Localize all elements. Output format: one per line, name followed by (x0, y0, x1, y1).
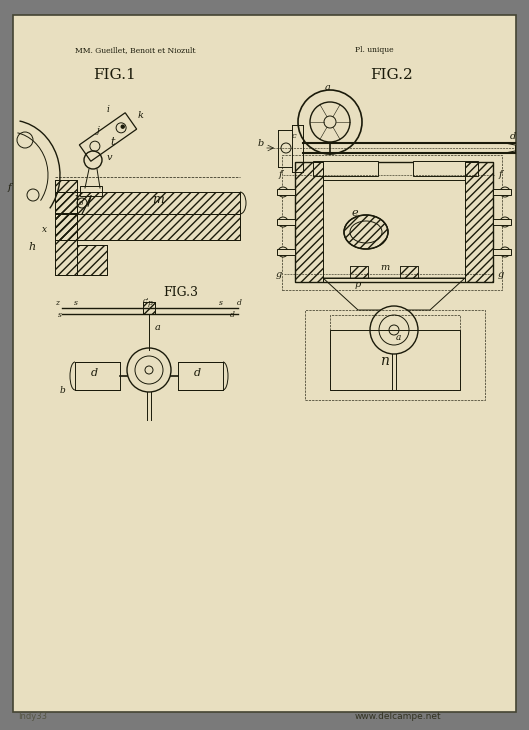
Circle shape (278, 247, 288, 257)
Text: b: b (60, 386, 66, 395)
Bar (400, 266, 418, 278)
Bar (77, 245, 107, 275)
Bar (493, 249, 511, 255)
Bar (143, 302, 155, 314)
Bar (282, 155, 502, 290)
Bar (55, 192, 240, 214)
Bar (55, 180, 77, 240)
Circle shape (379, 315, 409, 345)
Bar (55, 214, 240, 240)
Bar (55, 213, 77, 275)
Text: d: d (91, 368, 98, 378)
Text: n: n (380, 354, 389, 368)
Text: t: t (110, 137, 114, 147)
Bar (413, 161, 478, 176)
Circle shape (278, 217, 288, 227)
Circle shape (278, 187, 288, 197)
Text: f: f (8, 183, 12, 192)
Text: j: j (97, 126, 100, 135)
Text: e: e (352, 208, 359, 218)
Text: f: f (499, 170, 503, 179)
Bar (330, 315, 460, 390)
Text: g: g (276, 270, 282, 279)
Text: v: v (107, 153, 113, 162)
Bar (55, 192, 240, 214)
Bar (465, 162, 493, 282)
Circle shape (370, 306, 418, 354)
Bar (493, 189, 511, 195)
Bar (350, 266, 368, 278)
Text: Indy33: Indy33 (18, 712, 47, 721)
Circle shape (500, 187, 510, 197)
Text: a: a (325, 83, 331, 92)
Text: c': c' (143, 297, 149, 305)
Bar (295, 162, 323, 282)
Text: p: p (355, 280, 361, 289)
Circle shape (298, 90, 362, 154)
Text: o: o (79, 199, 83, 207)
Text: FIG.2: FIG.2 (370, 68, 413, 82)
Bar (493, 219, 511, 225)
Bar (400, 266, 418, 278)
Bar (143, 302, 155, 314)
Bar (55, 213, 77, 275)
Bar (55, 214, 240, 240)
Bar (465, 162, 493, 282)
Text: d: d (230, 311, 235, 319)
Circle shape (389, 325, 399, 335)
Text: k: k (138, 111, 144, 120)
Text: m: m (152, 193, 164, 206)
Text: i: i (107, 105, 110, 114)
Bar (55, 180, 77, 240)
Circle shape (500, 217, 510, 227)
Text: f: f (279, 170, 282, 179)
Circle shape (310, 102, 350, 142)
Text: c: c (292, 132, 297, 140)
Bar (350, 266, 368, 278)
Bar (277, 219, 295, 225)
Text: s: s (219, 299, 223, 307)
Text: s: s (58, 311, 62, 319)
Circle shape (127, 348, 171, 392)
Text: d: d (510, 132, 516, 141)
Text: www.delcampe.net: www.delcampe.net (355, 712, 442, 721)
Bar (277, 189, 295, 195)
Text: p: p (148, 299, 153, 307)
Text: m: m (380, 263, 389, 272)
Bar (323, 180, 465, 278)
Text: s: s (74, 299, 78, 307)
Text: MM. Gueillet, Benoit et Niozult: MM. Gueillet, Benoit et Niozult (75, 46, 196, 54)
Circle shape (121, 125, 124, 128)
Text: FIG.1: FIG.1 (93, 68, 136, 82)
Bar (178, 362, 223, 390)
Bar (313, 161, 378, 176)
Bar (295, 162, 323, 282)
Bar (330, 330, 460, 390)
Polygon shape (79, 112, 136, 161)
Circle shape (135, 356, 163, 384)
Text: a: a (155, 323, 161, 332)
Circle shape (500, 247, 510, 257)
Circle shape (145, 366, 153, 374)
Bar (277, 249, 295, 255)
Bar (305, 310, 485, 400)
Circle shape (324, 116, 336, 128)
Bar (77, 245, 107, 275)
Bar (75, 362, 120, 390)
Text: d: d (237, 299, 242, 307)
Text: d: d (194, 368, 201, 378)
Text: h: h (28, 242, 35, 252)
Bar (80, 186, 102, 196)
Text: z: z (55, 299, 59, 307)
Text: g: g (498, 270, 504, 279)
Text: x: x (75, 193, 80, 202)
Text: FIG.3: FIG.3 (163, 285, 198, 299)
Text: b: b (258, 139, 264, 148)
Text: Pl. unique: Pl. unique (355, 46, 394, 54)
Bar (295, 162, 493, 282)
Text: x: x (42, 225, 47, 234)
Text: a: a (396, 333, 402, 342)
